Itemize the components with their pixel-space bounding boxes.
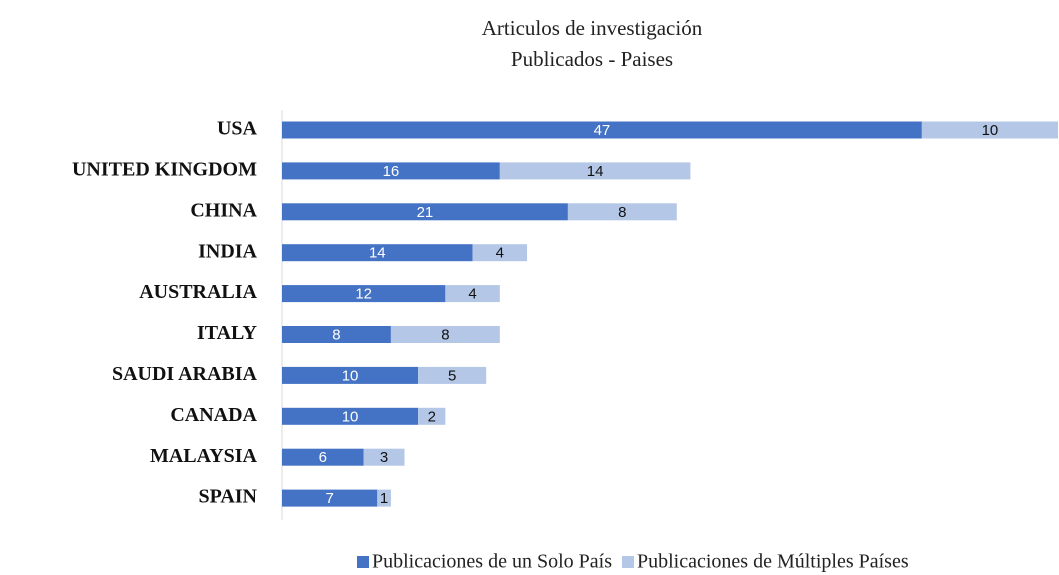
bar-segment <box>390 326 500 343</box>
data-label: 4 <box>496 245 504 262</box>
chart-title: Articulos de investigación <box>482 16 703 40</box>
bar-segment <box>499 162 691 180</box>
bar-segment <box>472 244 528 262</box>
bar-segment <box>418 366 487 384</box>
bar-segment <box>282 448 364 466</box>
y-tick-label: SAUDI ARABIA <box>112 363 258 385</box>
y-tick-label: INDIA <box>198 240 257 262</box>
y-tick-label: MALAYSIA <box>150 445 258 467</box>
data-label: 8 <box>441 326 449 343</box>
y-tick-label: AUSTRALIA <box>139 281 257 303</box>
data-label: 16 <box>383 163 400 180</box>
data-label: 47 <box>594 122 611 139</box>
data-label: 10 <box>342 408 359 425</box>
bar-segment <box>445 285 500 303</box>
bar-segment <box>282 121 922 139</box>
data-label: 12 <box>355 286 372 303</box>
bar-segment <box>282 203 568 221</box>
data-label: 14 <box>587 163 604 180</box>
y-tick-label: CHINA <box>190 199 257 221</box>
legend-label: Publicaciones de un Solo País <box>372 551 612 573</box>
data-label: 14 <box>369 245 386 262</box>
y-tick-label: CANADA <box>170 404 257 426</box>
chart-title: Publicados - Paises <box>511 47 673 71</box>
bar-segment <box>921 121 1058 139</box>
data-label: 8 <box>332 326 340 343</box>
bar-segment <box>282 244 473 262</box>
legend-swatch <box>621 556 634 568</box>
legend-swatch <box>357 556 369 568</box>
bar-segment <box>418 407 446 425</box>
bar-segment <box>282 326 391 343</box>
data-label: 8 <box>618 204 626 221</box>
bar-segment <box>282 489 378 507</box>
bar-segment <box>282 407 419 425</box>
bar-segment <box>282 366 419 384</box>
data-label: 3 <box>380 449 388 466</box>
bar-segment <box>377 489 391 507</box>
data-label: 2 <box>428 408 436 425</box>
bar-segment <box>567 203 677 221</box>
y-tick-label: UNITED KINGDOM <box>72 158 257 180</box>
data-label: 21 <box>417 204 434 221</box>
bar-segment <box>363 448 405 466</box>
y-tick-label: SPAIN <box>198 486 257 508</box>
y-tick-label: ITALY <box>197 322 258 344</box>
data-label: 4 <box>468 286 476 303</box>
data-label: 1 <box>380 490 388 507</box>
y-tick-label: USA <box>217 118 258 140</box>
bar-segment <box>282 162 500 180</box>
data-label: 7 <box>325 490 333 507</box>
data-label: 10 <box>342 367 359 384</box>
legend-label: Publicaciones de Múltiples Países <box>637 551 909 573</box>
data-label: 5 <box>448 367 456 384</box>
data-label: 6 <box>319 449 327 466</box>
bar-segment <box>282 285 446 303</box>
data-label: 10 <box>982 122 999 139</box>
